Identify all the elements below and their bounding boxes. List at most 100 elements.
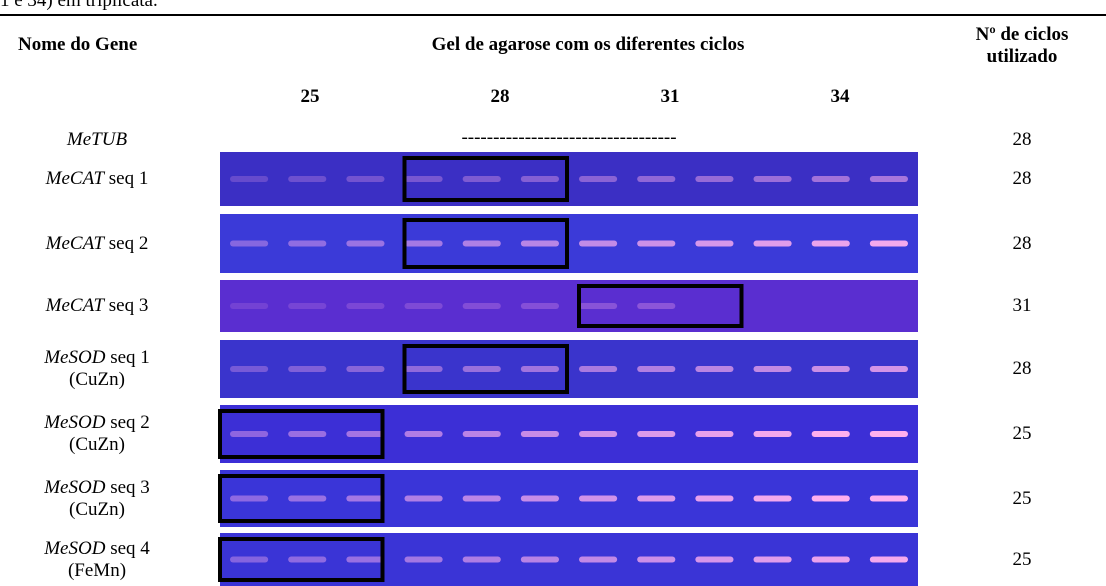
cycle-label: 34 (831, 86, 850, 108)
gene-label: MeCAT seq 3 (46, 295, 149, 317)
gel-band (812, 431, 850, 437)
gel-band (521, 557, 559, 563)
cycle-label: 28 (491, 86, 510, 108)
gel-band (695, 557, 733, 563)
gel-band (405, 496, 443, 502)
gel-band (288, 366, 326, 372)
gel-band (463, 366, 501, 372)
gel-band (637, 431, 675, 437)
cycles-used: 25 (1013, 549, 1032, 571)
gel-band (230, 496, 268, 502)
gel-band (870, 366, 908, 372)
cycles-used: 28 (1013, 129, 1032, 151)
gel-band (288, 496, 326, 502)
gel-band (812, 176, 850, 182)
gel-band (870, 557, 908, 563)
gel-band (637, 366, 675, 372)
gene-name: MeCAT (46, 295, 104, 316)
gel-band (521, 496, 559, 502)
gel-band (405, 557, 443, 563)
gel-band (579, 431, 617, 437)
gel-band (579, 241, 617, 247)
gene-name: MeTUB (67, 129, 127, 150)
gel-band (812, 241, 850, 247)
gene-label: MeSOD seq 1 (44, 347, 150, 369)
gel-band (637, 496, 675, 502)
gel-band (521, 303, 559, 309)
gel-band (695, 496, 733, 502)
gel-band (579, 496, 617, 502)
gel-band (521, 366, 559, 372)
page: 1 e 34) em triplicata. Nome do Gene Gel … (0, 0, 1106, 586)
gene-label: MeSOD seq 2 (44, 412, 150, 434)
gel-band (579, 176, 617, 182)
gene-seq: seq 1 (110, 347, 150, 368)
gel-band (579, 303, 617, 309)
gene-name: MeCAT (46, 233, 104, 254)
gel-band (637, 176, 675, 182)
gel-band (754, 176, 792, 182)
gel-band (405, 366, 443, 372)
gel-band (637, 241, 675, 247)
cycles-used: 28 (1013, 358, 1032, 380)
cycles-used: 31 (1013, 295, 1032, 317)
gel-band (230, 431, 268, 437)
gel-band (579, 557, 617, 563)
gel-band (695, 366, 733, 372)
gene-seq: seq 2 (110, 412, 150, 433)
gel-band (288, 303, 326, 309)
gene-seq: seq 3 (110, 477, 150, 498)
gel-band (230, 303, 268, 309)
gel-band (405, 431, 443, 437)
gene-seq: seq 4 (110, 538, 150, 559)
gel-band (405, 176, 443, 182)
gel-band (870, 496, 908, 502)
gel-band (463, 303, 501, 309)
gel-band (754, 241, 792, 247)
gene-subtype: (CuZn) (69, 499, 125, 521)
gel-band (579, 366, 617, 372)
gel-band (405, 303, 443, 309)
gene-subtype: (FeMn) (68, 560, 126, 582)
gene-name: MeSOD (44, 412, 105, 433)
gel-band (637, 303, 675, 309)
gel-band (346, 496, 384, 502)
gels (0, 0, 1106, 586)
gel-band (695, 176, 733, 182)
gel-band (288, 431, 326, 437)
gel-band (754, 557, 792, 563)
gel-band (870, 241, 908, 247)
gel-band (346, 431, 384, 437)
gene-subtype: (CuZn) (69, 369, 125, 391)
gel-band (346, 557, 384, 563)
cycles-used: 28 (1013, 168, 1032, 190)
gel-band (230, 557, 268, 563)
cycles-used: 25 (1013, 488, 1032, 510)
gel-band (346, 303, 384, 309)
gel-band (521, 241, 559, 247)
gel-band (230, 366, 268, 372)
gel-band (812, 366, 850, 372)
cycle-label: 25 (301, 86, 320, 108)
gel-band (521, 176, 559, 182)
gel-band (812, 496, 850, 502)
gel-band (346, 366, 384, 372)
gel-band (754, 496, 792, 502)
gene-label: MeCAT seq 2 (46, 233, 149, 255)
gene-label: MeSOD seq 3 (44, 477, 150, 499)
gel-band (230, 176, 268, 182)
gel-band (346, 176, 384, 182)
gene-label: MeCAT seq 1 (46, 168, 149, 190)
gel-band (754, 366, 792, 372)
cycles-used: 25 (1013, 423, 1032, 445)
gel-placeholder: ---------------------------------- (461, 127, 676, 149)
gene-seq: seq 2 (109, 233, 149, 254)
gel-band (812, 557, 850, 563)
gel-band (463, 176, 501, 182)
gel-band (695, 431, 733, 437)
gel-band (288, 557, 326, 563)
gel-band (754, 431, 792, 437)
gel-band (870, 431, 908, 437)
gene-seq: seq 3 (109, 295, 149, 316)
gene-name: MeSOD (44, 347, 105, 368)
